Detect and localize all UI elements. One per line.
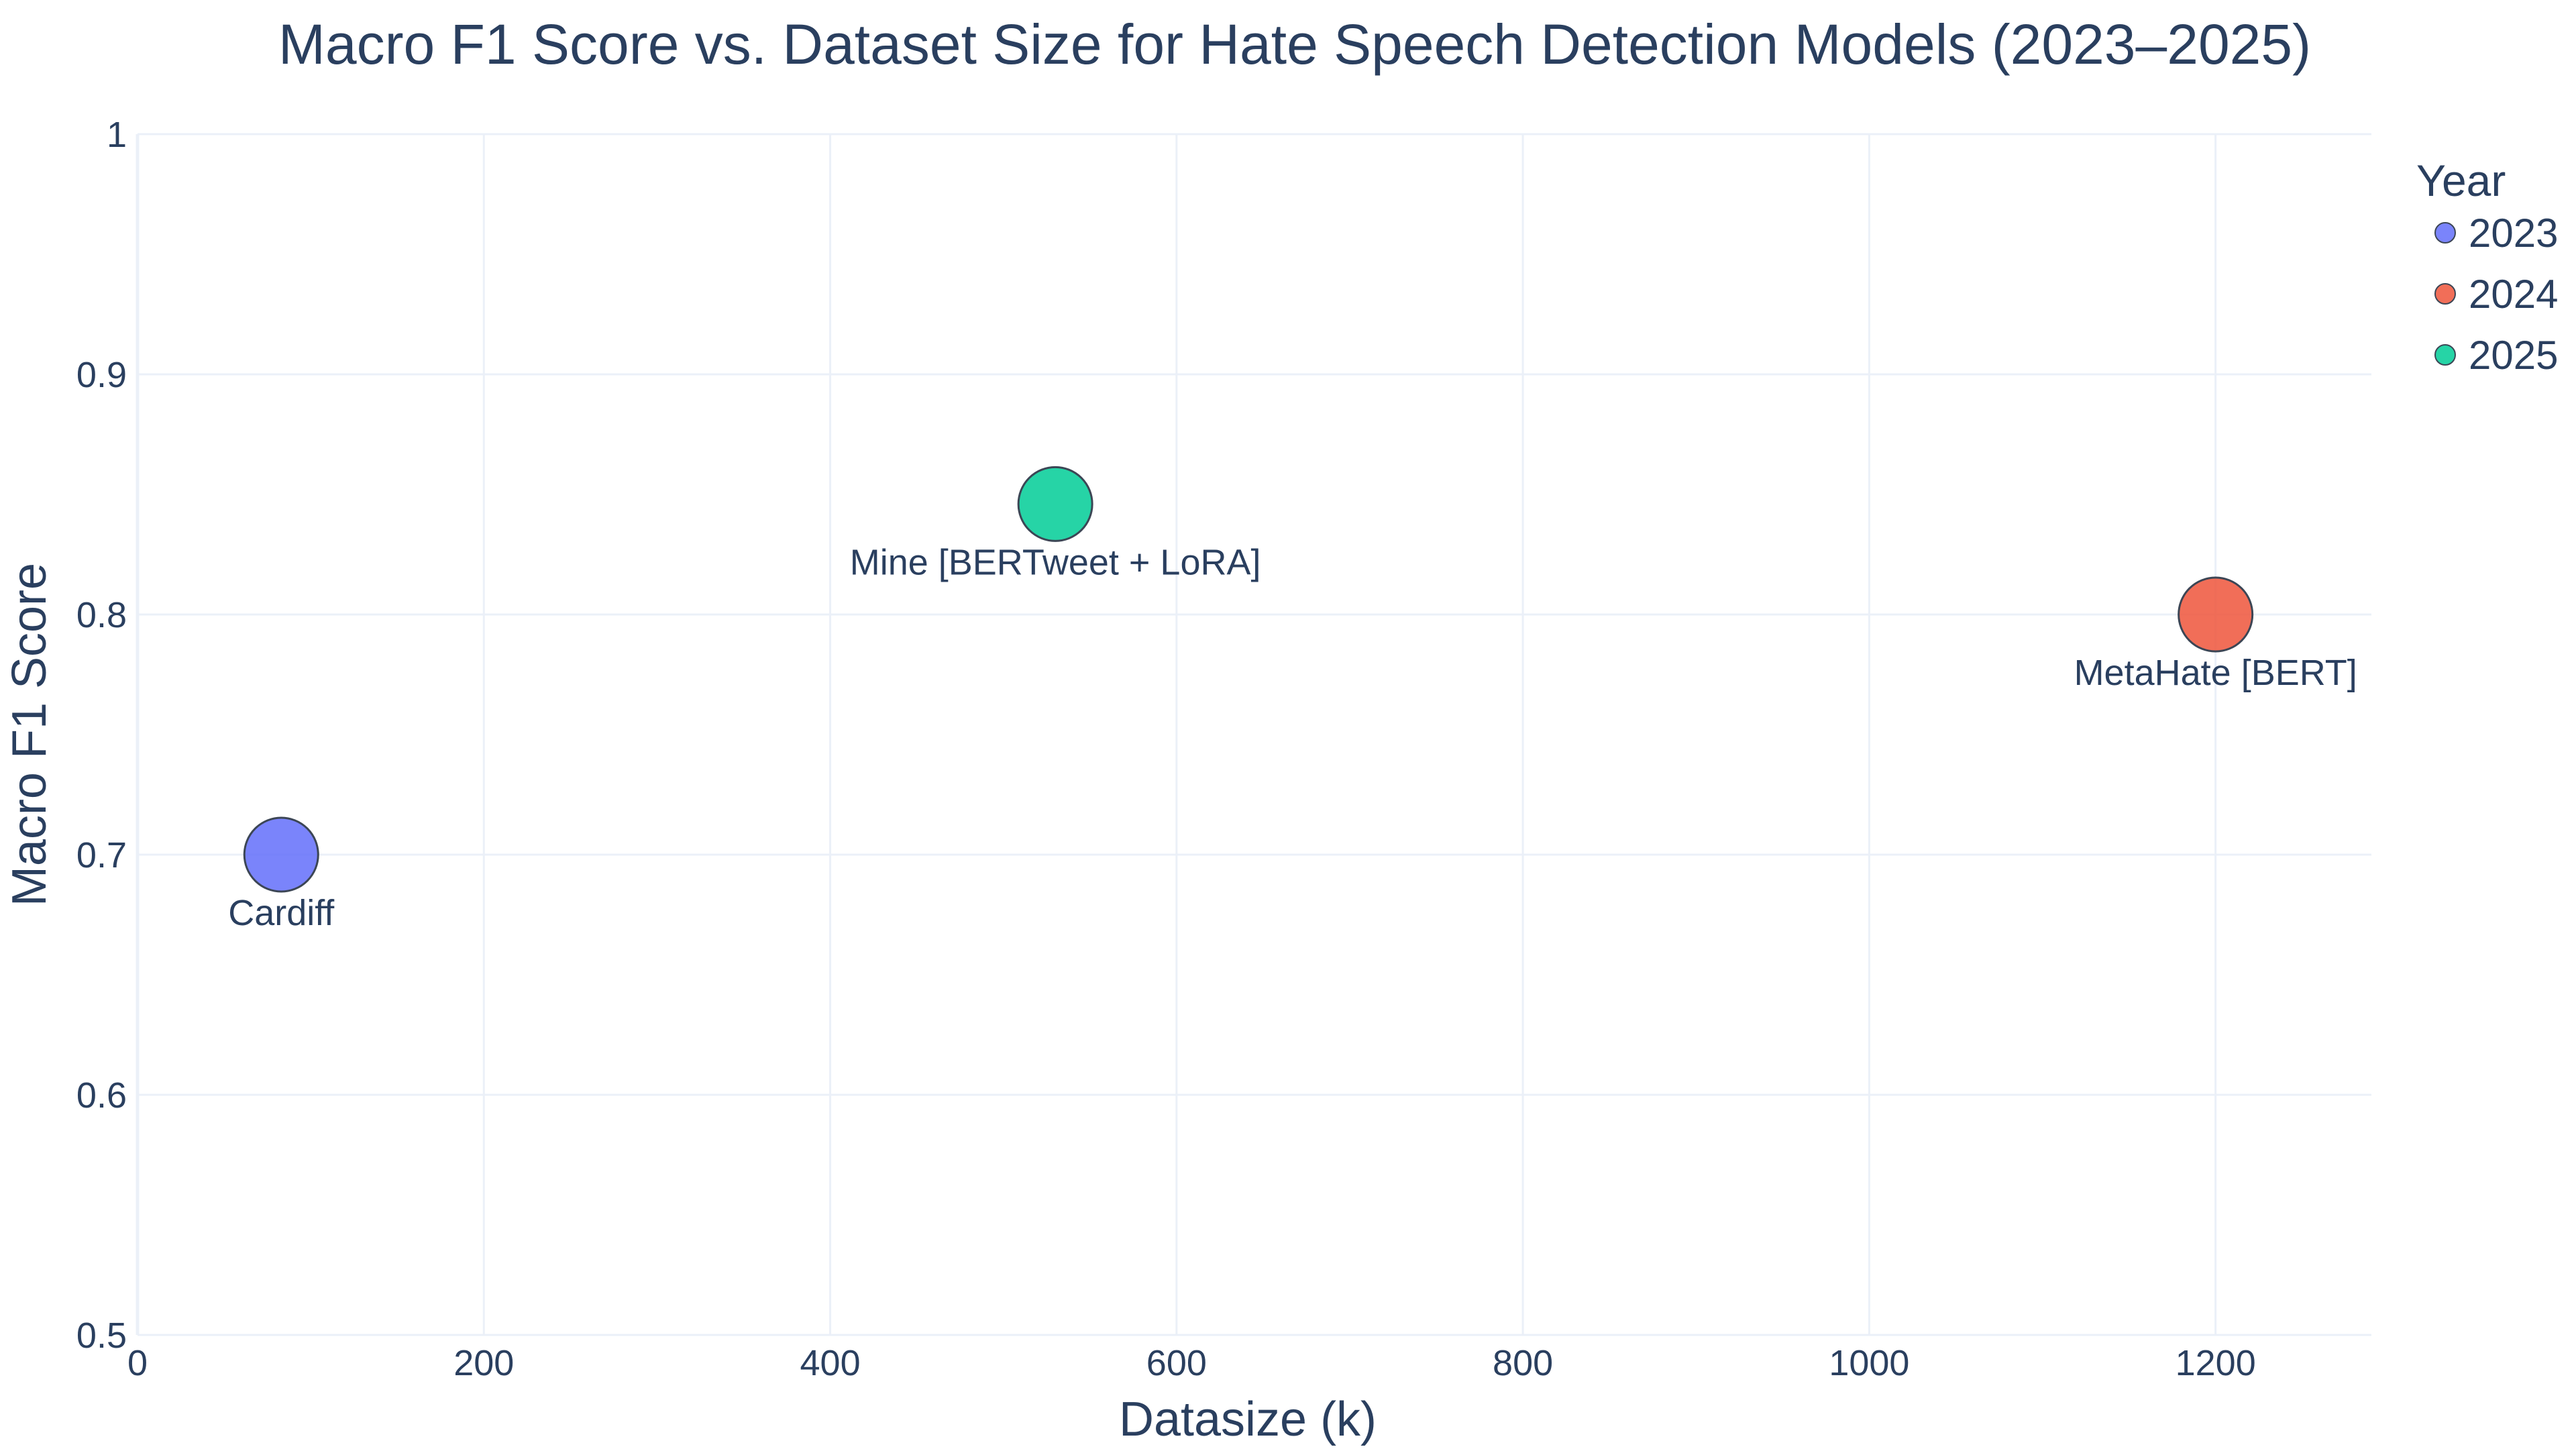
x-tick-label: 400: [800, 1343, 861, 1383]
data-point: [1017, 466, 1093, 542]
axes: 0 200 400 600 800 1000 1200 0.5 0.6 0.7 0.8 0.9 1: [76, 115, 2256, 1383]
grid: [136, 133, 2371, 1336]
data-label: Mine [BERTweet + LoRA]: [850, 542, 1261, 582]
y-tick-label: 0.8: [76, 595, 127, 635]
legend-label: 2023: [2469, 211, 2558, 256]
x-tick-label: 0: [127, 1343, 148, 1383]
y-tick-label: 0.9: [76, 355, 127, 395]
x-tick-label: 600: [1146, 1343, 1207, 1383]
point-labels: Cardiff MetaHate [BERT] Mine [BERTweet + L…: [228, 542, 2357, 933]
y-tick-label: 0.5: [76, 1316, 127, 1356]
legend: Year 2023 2024 2025: [2416, 156, 2558, 378]
data-point: [2178, 576, 2254, 653]
x-tick-label: 1000: [1829, 1343, 1909, 1383]
x-tick-label: 800: [1493, 1343, 1553, 1383]
legend-label: 2025: [2469, 333, 2558, 378]
markers: [243, 466, 2254, 893]
y-tick-label: 0.7: [76, 835, 127, 875]
legend-title: Year: [2416, 156, 2506, 205]
legend-marker: [2434, 283, 2456, 305]
x-tick-label: 1200: [2176, 1343, 2256, 1383]
data-point: [243, 816, 319, 893]
y-tick-label: 1: [107, 115, 127, 155]
legend-label: 2024: [2469, 272, 2558, 317]
chart-title: Macro F1 Score vs. Dataset Size for Hate…: [278, 13, 2311, 76]
y-tick-label: 0.6: [76, 1075, 127, 1116]
x-axis-title: Datasize (k): [1119, 1393, 1377, 1446]
x-tick-label: 200: [453, 1343, 514, 1383]
data-label: MetaHate [BERT]: [2074, 653, 2357, 693]
legend-marker: [2434, 222, 2456, 244]
y-axis-title: Macro F1 Score: [3, 563, 56, 906]
legend-marker: [2434, 344, 2456, 366]
data-label: Cardiff: [228, 893, 335, 933]
